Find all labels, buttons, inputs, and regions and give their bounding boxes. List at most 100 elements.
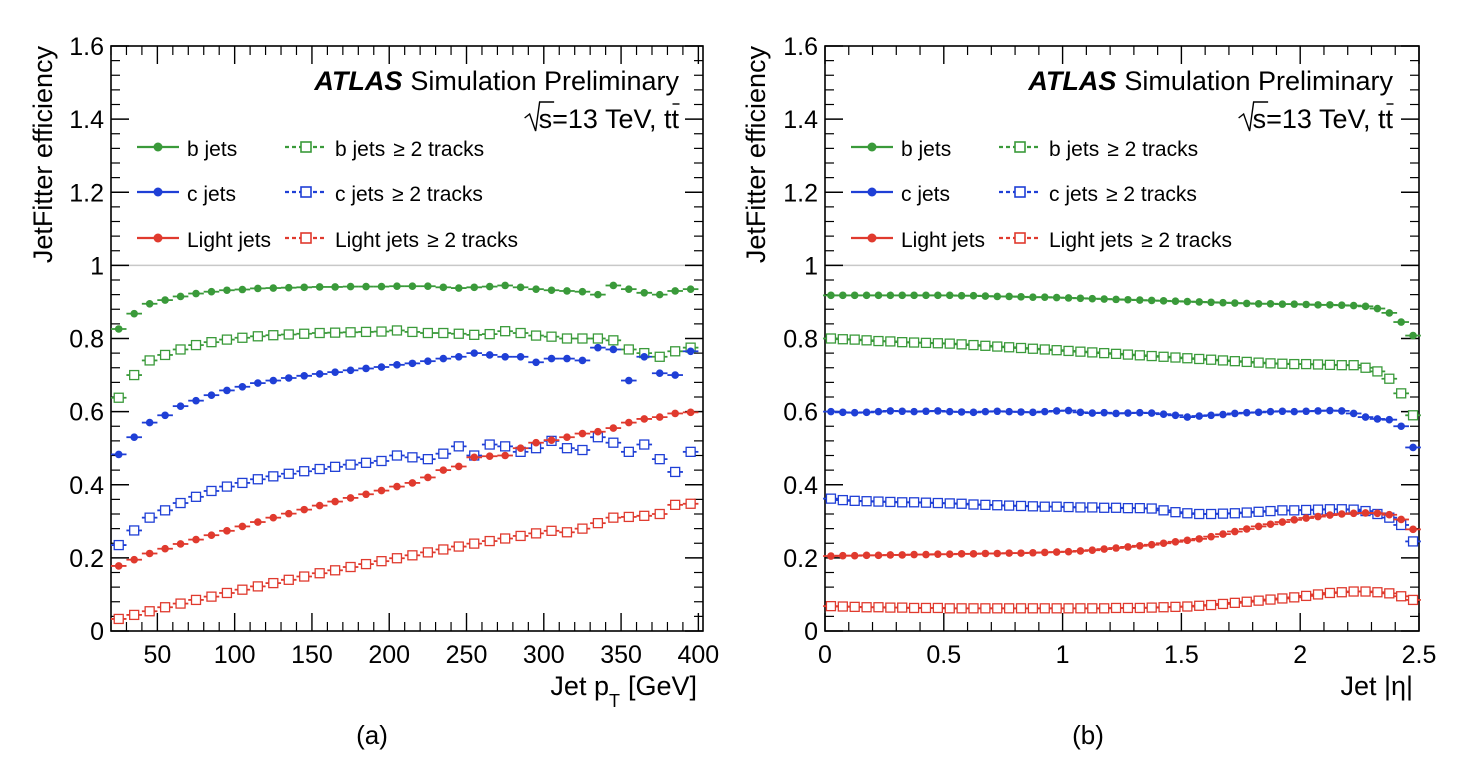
data-point-open <box>1336 360 1347 371</box>
data-point-filled <box>1361 509 1370 517</box>
data-point-open <box>608 437 619 448</box>
data-point-open <box>1003 603 1015 614</box>
data-point-open <box>438 448 449 459</box>
x-axis-label-main: Jet |η| <box>1340 671 1413 701</box>
legend-label-text: Light jets <box>187 229 271 252</box>
data-point-open <box>1229 597 1241 608</box>
data-point-open <box>837 494 848 506</box>
data-point-open <box>1110 602 1122 614</box>
data-point-open <box>221 587 233 599</box>
data-point-filled <box>176 402 185 410</box>
data-point-open <box>1300 590 1312 602</box>
data-point-filled <box>640 352 649 361</box>
data-point-open <box>376 556 387 567</box>
legend-item: Light jets <box>137 229 271 252</box>
data-point-filled <box>686 285 695 293</box>
data-point-filled <box>424 473 432 482</box>
legend-label-text: Light jets <box>1049 229 1133 252</box>
data-point-filled <box>1326 406 1334 415</box>
data-point-filled <box>300 283 309 292</box>
data-point-open <box>1158 602 1169 613</box>
data-point-open <box>1087 347 1098 358</box>
data-point-open <box>932 338 944 349</box>
legend-label-text: Light jets <box>901 229 985 252</box>
data-point-filled <box>625 418 633 427</box>
data-point-filled <box>1361 413 1370 421</box>
data-point-open <box>407 326 418 338</box>
data-point-open <box>873 335 884 347</box>
data-point-filled <box>192 289 200 298</box>
y-tick-label: 0.8 <box>69 326 104 354</box>
sqrt-s: s <box>1253 104 1267 134</box>
data-point-open <box>1003 500 1015 511</box>
data-point-filled <box>1171 297 1180 306</box>
series-2 <box>110 343 699 459</box>
data-point-filled <box>934 550 942 559</box>
data-point-filled <box>238 285 247 294</box>
legend-marker-open <box>300 141 312 153</box>
data-point-open <box>268 577 279 589</box>
data-point-open <box>885 496 896 508</box>
data-point-open <box>1265 358 1276 369</box>
data-point-open <box>113 539 124 551</box>
legend-label: Light jets <box>901 229 985 252</box>
data-point-open <box>968 499 979 510</box>
data-point-open <box>1182 353 1193 364</box>
x-tick-label: 400 <box>678 641 720 669</box>
panel-caption: (b) <box>1072 720 1104 750</box>
data-point-filled <box>655 413 664 421</box>
data-point-filled <box>981 549 990 558</box>
atlas-header: ATLAS Simulation Preliminary <box>1027 66 1393 96</box>
data-point-open <box>849 601 860 613</box>
data-point-open <box>469 538 480 549</box>
data-point-filled <box>176 292 185 301</box>
data-point-filled <box>874 407 883 416</box>
legend-label-geq: ≥ 2 tracks <box>1106 183 1197 206</box>
data-point-open <box>268 330 279 341</box>
data-point-filled <box>1314 301 1322 309</box>
data-point-open <box>1087 603 1098 614</box>
data-point-open <box>577 444 588 456</box>
data-point-open <box>175 598 186 609</box>
data-point-open <box>1015 500 1027 512</box>
data-point-open <box>500 326 511 337</box>
data-point-filled <box>1207 411 1215 420</box>
y-axis-label: JetFitter efficiency <box>741 46 771 264</box>
data-point-open <box>515 327 526 339</box>
data-point-filled <box>1124 543 1132 551</box>
data-point-filled <box>1385 415 1394 424</box>
data-point-open <box>129 609 140 621</box>
data-point-open <box>453 328 464 339</box>
data-point-open <box>283 574 294 585</box>
data-point-filled <box>192 396 200 405</box>
data-point-filled <box>609 281 618 290</box>
legend-label-text: Light jets <box>335 229 419 252</box>
atlas-brand: ATLAS <box>1027 66 1116 96</box>
data-point-open <box>252 474 263 485</box>
data-point-filled <box>850 408 859 417</box>
data-point-open <box>1324 359 1336 370</box>
data-point-open <box>1407 536 1419 547</box>
data-point-filled <box>1052 407 1061 415</box>
data-point-filled <box>1266 407 1275 416</box>
data-point-filled <box>1029 293 1037 301</box>
legend-label-text: b jets <box>901 138 951 161</box>
data-point-filled <box>1207 298 1215 307</box>
data-point-filled <box>969 291 978 300</box>
data-point-filled <box>1242 299 1251 308</box>
data-point-open <box>453 441 464 452</box>
data-point-open <box>908 337 920 348</box>
series-1 <box>823 333 1421 421</box>
data-point-filled <box>532 358 540 367</box>
data-point-open <box>1205 354 1217 365</box>
data-point-filled <box>671 371 679 379</box>
data-point-filled <box>957 291 966 300</box>
data-point-open <box>360 558 372 570</box>
legend-label-geq: ≥ 2 tracks <box>1141 229 1232 252</box>
data-point-filled <box>161 411 169 420</box>
legend-label: c jets <box>187 183 236 206</box>
data-point-filled <box>362 364 370 373</box>
data-point-open <box>1289 358 1300 370</box>
legend-label: b jets <box>187 138 237 161</box>
